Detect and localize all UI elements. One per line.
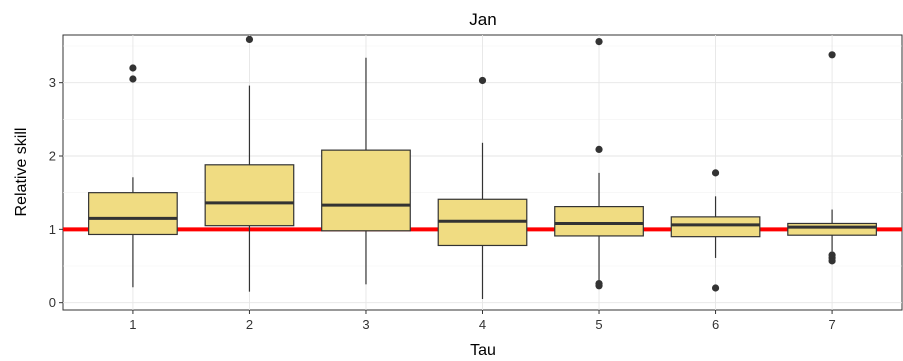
box-group-tau-3: [321, 57, 411, 285]
x-axis-title: Tau: [470, 342, 496, 359]
boxes-layer: [88, 35, 877, 299]
box-group-tau-1: [88, 64, 178, 288]
outlier-point: [478, 76, 487, 85]
box: [88, 192, 178, 236]
outlier-point: [595, 280, 603, 288]
x-tick-label: 6: [712, 317, 719, 332]
box: [204, 164, 295, 227]
outlier-point: [828, 251, 836, 259]
box: [787, 222, 877, 236]
box-group-tau-5: [554, 38, 644, 290]
y-tick-label: 1: [49, 222, 56, 237]
box-group-tau-2: [204, 35, 295, 292]
outlier-point: [711, 284, 720, 292]
box: [670, 216, 761, 238]
box: [554, 206, 644, 237]
y-tick-label: 3: [49, 75, 56, 90]
y-tick-label: 0: [49, 295, 56, 310]
x-tick-label: 7: [828, 317, 835, 332]
outlier-point: [129, 64, 137, 72]
x-tick-label: 4: [479, 317, 486, 332]
outlier-point: [595, 38, 603, 46]
x-tick-label: 1: [129, 317, 136, 332]
outlier-point: [245, 35, 254, 44]
outlier-point: [711, 169, 720, 177]
outlier-point: [129, 75, 137, 83]
outlier-point: [595, 145, 603, 153]
x-tick-label: 2: [246, 317, 253, 332]
chart-title: Jan: [469, 10, 496, 29]
x-tick-label: 3: [362, 317, 369, 332]
y-tick-label: 2: [49, 149, 56, 164]
box: [321, 149, 411, 232]
axis-ticks: 0 1 2 3 1 2 3 4 5 6 7: [49, 75, 836, 332]
box-group-tau-4: [437, 76, 528, 299]
x-tick-label: 5: [595, 317, 602, 332]
box-group-tau-7: [787, 51, 877, 265]
y-axis-title: Relative skill: [13, 128, 30, 217]
outlier-point: [828, 51, 836, 59]
box-group-tau-6: [670, 169, 761, 292]
